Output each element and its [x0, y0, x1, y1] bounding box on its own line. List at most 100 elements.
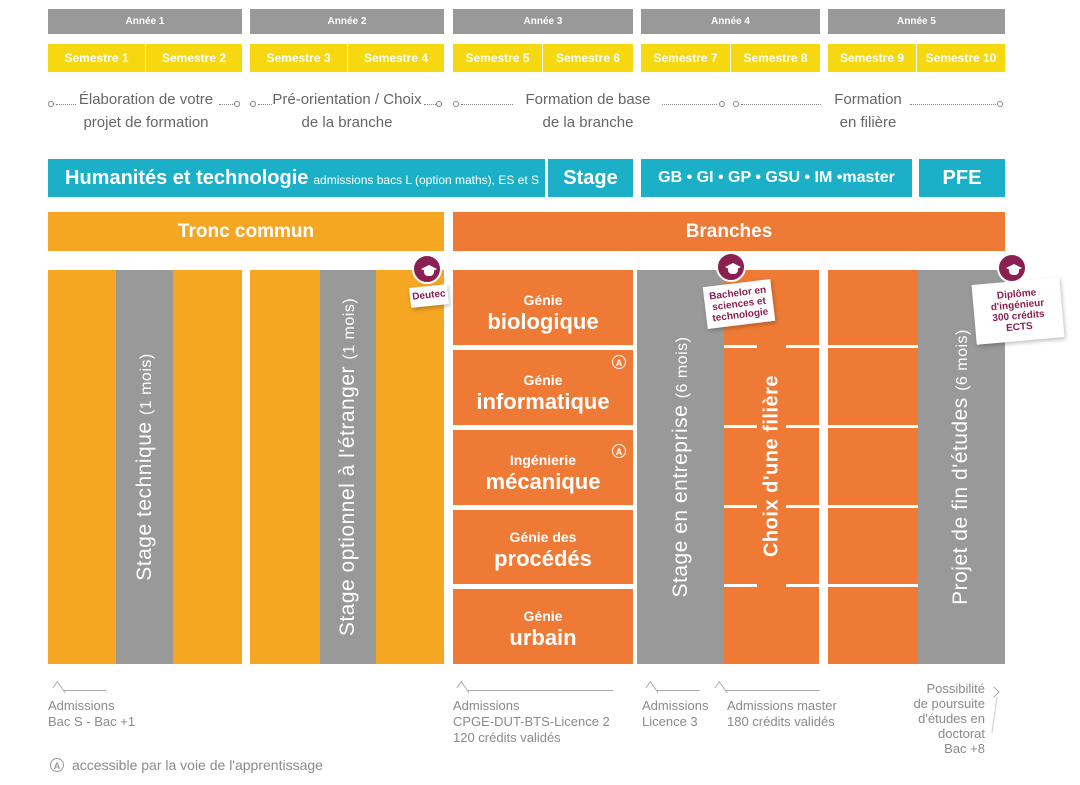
- humanites-bar: Humanités et technologie admissions bacs…: [48, 159, 545, 197]
- semester-1: Semestre 1: [48, 44, 145, 72]
- timeline-node: [719, 101, 725, 107]
- stage-etranger-label: Stage optionnel à l'étranger (1 mois): [336, 298, 360, 636]
- projet-fin-etudes-label: Projet de fin d'études (6 mois): [949, 329, 973, 605]
- admissions-licence3-line2: Licence 3: [642, 714, 698, 729]
- doctorat-line1: Possibilité: [926, 681, 985, 696]
- timeline-node: [436, 101, 442, 107]
- poursuite-doctorat: Possibilité de poursuite d'études en doc…: [895, 681, 985, 756]
- admissions-master: Admissions master 180 crédits validés: [727, 698, 837, 730]
- phase-elaboration-line2: projet de formation: [83, 114, 209, 131]
- timeline-dots: [424, 104, 436, 105]
- stage-entreprise-label: Stage en entreprise (6 mois): [669, 337, 693, 598]
- phase-filiere: Formation en filière: [826, 88, 910, 134]
- phase-elaboration-line1: Élaboration de votre: [78, 91, 214, 108]
- admissions-bac-line1: Admissions: [48, 698, 115, 713]
- genie-procedes: Génie des procédés: [453, 510, 633, 584]
- genie-urbain-line1: Génie: [523, 608, 563, 624]
- admissions-bac: Admissions Bac S - Bac +1: [48, 698, 135, 730]
- stage-etranger-duration: (1 mois): [341, 297, 358, 360]
- phase-formation-base: Formation de base de la branche: [518, 88, 658, 134]
- timeline-dots: [258, 104, 272, 105]
- phase-filiere-line1: Formation: [834, 91, 902, 108]
- row-separator: [724, 425, 757, 428]
- ingenierie-mecanique-line2: mécanique: [485, 469, 601, 494]
- admissions-cpge-line3: 120 crédits validés: [453, 730, 561, 745]
- admissions-cpge-line2: CPGE-DUT-BTS-Licence 2: [453, 714, 610, 729]
- genie-biologique-line2: biologique: [487, 309, 599, 334]
- stage-entreprise-text: Stage en entreprise: [669, 404, 692, 598]
- humanites-title: Humanités et technologie: [65, 166, 309, 189]
- doctorat-line3: d'études en: [918, 711, 985, 726]
- year-5: Année 5: [828, 9, 1005, 34]
- deutec-tag: Deutec: [409, 284, 449, 308]
- humanites-subtitle: admissions bacs L (option maths), ES et …: [313, 173, 540, 187]
- admissions-licence3-line1: Admissions: [642, 698, 709, 713]
- admissions-master-line2: 180 crédits validés: [727, 714, 835, 729]
- timeline-node: [997, 101, 1003, 107]
- semester-3: Semestre 3: [250, 44, 347, 72]
- branches-list-bar: GB • GI • GP • GSU • IM •master: [641, 159, 912, 197]
- tronc-column: [250, 270, 320, 664]
- projet-fin-etudes-duration: (6 mois): [954, 329, 971, 391]
- chevron-line: [991, 697, 998, 733]
- stage-technique-duration: (1 mois): [138, 353, 155, 416]
- legend-text: accessible par la voie de l'apprentissag…: [72, 757, 323, 773]
- stage-etranger-text: Stage optionnel à l'étranger: [336, 365, 359, 637]
- stage-entreprise-duration: (6 mois): [674, 336, 691, 399]
- genie-urbain-line2: urbain: [509, 625, 577, 650]
- admission-line: [468, 690, 613, 691]
- choix-filiere-column: [724, 270, 819, 664]
- row-separator: [828, 425, 918, 428]
- semester-8: Semestre 8: [731, 44, 820, 72]
- semester-10: Semestre 10: [917, 44, 1005, 72]
- row-separator: [828, 584, 918, 587]
- timeline-dots: [910, 104, 996, 105]
- admission-line: [657, 690, 700, 691]
- phase-elaboration: Élaboration de votre projet de formation: [78, 88, 214, 134]
- bachelor-tag: Bachelor en sciences et technologie: [702, 279, 776, 329]
- genie-procedes-line1: Génie des: [509, 529, 577, 545]
- stage-technique-label: Stage technique (1 mois): [133, 353, 157, 580]
- admissions-bac-line2: Bac S - Bac +1: [48, 714, 136, 729]
- phase-formation-base-line2: de la branche: [542, 114, 634, 131]
- stage-etranger-column: [320, 270, 376, 664]
- row-separator: [828, 505, 918, 508]
- year-2: Année 2: [250, 9, 444, 34]
- stage-bar: Stage: [548, 159, 633, 197]
- genie-urbain: Génie urbain: [453, 589, 633, 664]
- phase-pre-orientation-line1: Pré-orientation / Choix: [272, 91, 422, 108]
- row-separator: [828, 345, 918, 348]
- ingenieur-diploma-tag: Diplôme d'ingénieur 300 crédits ECTS: [971, 277, 1065, 345]
- apprentissage-icon: A: [612, 444, 626, 458]
- timeline-dots: [56, 104, 76, 105]
- timeline-node: [453, 101, 459, 107]
- genie-biologique-line1: Génie: [523, 292, 563, 308]
- genie-biologique: Génie biologique: [453, 270, 633, 345]
- year-4: Année 4: [641, 9, 820, 34]
- phase-formation-base-line1: Formation de base: [525, 91, 651, 108]
- graduation-cap-icon: [412, 254, 442, 284]
- timeline-node: [733, 101, 739, 107]
- tronc-column: [376, 270, 444, 664]
- year-1: Année 1: [48, 9, 242, 34]
- graduation-cap-icon: [997, 253, 1027, 283]
- semester-4: Semestre 4: [348, 44, 444, 72]
- admission-line: [726, 690, 820, 691]
- row-separator: [724, 505, 757, 508]
- semester-5: Semestre 5: [453, 44, 542, 72]
- phase-filiere-line2: en filière: [839, 114, 897, 131]
- pfe-bar: PFE: [919, 159, 1005, 197]
- ingenieur-line4: ECTS: [1005, 320, 1034, 335]
- chevron-right-icon: [988, 686, 1000, 698]
- doctorat-line4: doctorat: [938, 726, 985, 741]
- genie-informatique-line2: informatique: [476, 389, 610, 414]
- admissions-licence3: Admissions Licence 3: [642, 698, 708, 730]
- tronc-column: [48, 270, 116, 664]
- admissions-cpge: Admissions CPGE-DUT-BTS-Licence 2 120 cr…: [453, 698, 610, 746]
- apprentissage-legend-icon: A: [50, 758, 64, 772]
- ingenierie-mecanique-line1: Ingénierie: [509, 452, 577, 468]
- filiere-column: [828, 270, 918, 664]
- row-separator: [786, 345, 819, 348]
- admissions-cpge-line1: Admissions: [453, 698, 520, 713]
- phase-pre-orientation: Pré-orientation / Choix de la branche: [272, 88, 422, 134]
